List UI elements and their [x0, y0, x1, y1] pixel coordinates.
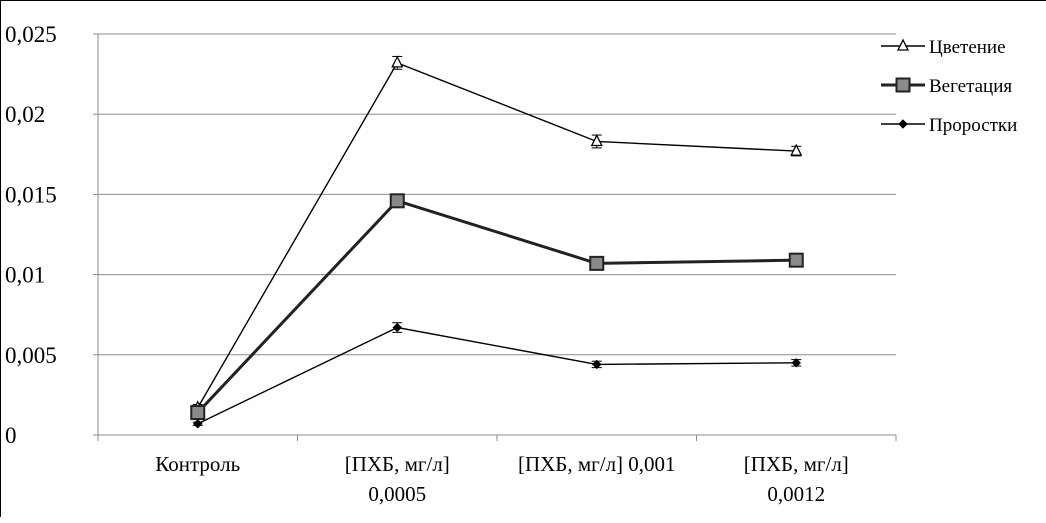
x-tick-label: [ПХБ, мг/л]	[744, 452, 849, 476]
data-point	[389, 193, 405, 209]
x-tick-label: Контроль	[155, 452, 240, 476]
x-tick-label: 0,0012	[767, 482, 825, 506]
y-tick-label: 0,005	[5, 343, 57, 368]
y-tick-label: 0,025	[5, 22, 57, 47]
data-point	[788, 252, 804, 268]
series-line-1	[197, 61, 797, 409]
legend-marker	[898, 119, 908, 129]
data-point	[590, 134, 603, 147]
y-tick-label: 0,02	[5, 102, 45, 127]
y-tick-label: 0,01	[5, 263, 45, 288]
series-line-3	[197, 326, 797, 425]
legend-marker	[895, 77, 911, 93]
data-point	[791, 358, 801, 368]
series-line-2	[196, 199, 797, 414]
data-point	[190, 405, 206, 421]
legend-label: Вегетация	[929, 76, 1012, 97]
x-tick-label: 0,0005	[368, 482, 426, 506]
x-tick-label: [ПХБ, мг/л]	[345, 452, 450, 476]
x-tick-label: [ПХБ, мг/л] 0,001	[518, 452, 676, 476]
data-point	[790, 143, 803, 156]
data-point	[392, 322, 402, 333]
legend-label: Проростки	[929, 115, 1017, 136]
y-tick-label: 0	[5, 423, 17, 448]
data-point	[592, 359, 602, 370]
legend-marker	[896, 38, 910, 51]
y-tick-label: 0,015	[5, 182, 57, 207]
legend-label: Цветение	[929, 37, 1006, 58]
data-point	[193, 419, 203, 429]
data-point	[589, 255, 605, 271]
data-point	[391, 55, 404, 68]
